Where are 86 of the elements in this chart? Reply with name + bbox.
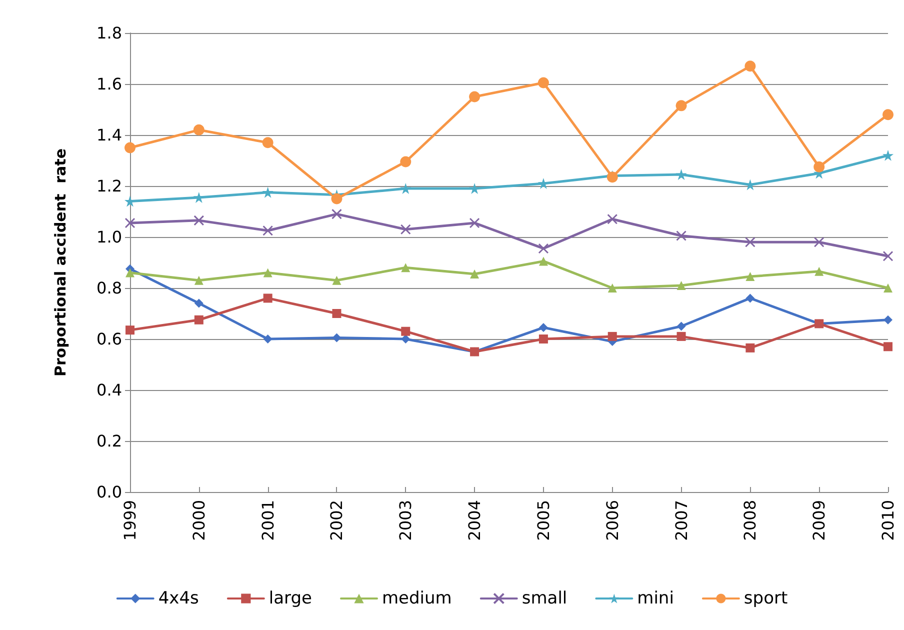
legend-label: large — [268, 588, 312, 608]
point — [676, 332, 686, 341]
y-tick-label: 0.4 — [96, 380, 122, 400]
y-tick-label: 1.2 — [96, 176, 122, 196]
point — [814, 161, 825, 172]
point — [676, 169, 687, 180]
point — [676, 280, 686, 290]
point — [263, 334, 272, 344]
x-tick-label: 2005 — [534, 500, 553, 541]
x-tick-label: 2000 — [189, 500, 208, 541]
point — [538, 243, 549, 254]
legend-label: small — [522, 588, 568, 608]
point — [124, 142, 136, 154]
legend-label: mini — [637, 588, 674, 608]
y-tick-label: 0.0 — [96, 482, 122, 502]
point — [124, 218, 136, 228]
point — [262, 137, 274, 148]
point — [676, 322, 686, 331]
point — [401, 334, 410, 344]
point — [401, 263, 410, 272]
point — [608, 284, 617, 292]
x-tick-label: 2010 — [878, 500, 898, 541]
point — [194, 315, 204, 324]
x-tick-label: 2009 — [810, 500, 829, 541]
point — [607, 214, 618, 224]
point — [262, 186, 274, 198]
point — [194, 215, 204, 226]
y-tick-label: 0.2 — [96, 432, 122, 450]
y-tick-label: 0.8 — [96, 278, 122, 298]
legend-label: sport — [744, 588, 788, 608]
point — [608, 332, 617, 341]
point — [676, 100, 687, 112]
point — [884, 342, 892, 352]
point — [676, 230, 687, 241]
y-tick-label: 0.6 — [96, 330, 122, 348]
point — [884, 315, 892, 324]
point — [263, 268, 272, 278]
point — [331, 208, 342, 220]
point — [331, 193, 342, 204]
point — [126, 268, 134, 278]
point — [744, 60, 756, 72]
point — [263, 294, 272, 303]
x-tick-label: 2006 — [602, 500, 622, 541]
point — [746, 272, 755, 282]
point — [884, 284, 892, 292]
point — [882, 109, 894, 120]
point — [814, 266, 824, 276]
point — [469, 91, 480, 102]
point — [746, 343, 755, 352]
point — [400, 224, 411, 235]
x-tick-label: 2003 — [396, 500, 416, 541]
point — [332, 276, 342, 285]
point — [470, 269, 480, 278]
point — [400, 156, 412, 168]
point — [882, 150, 894, 161]
y-tick-label: 1.0 — [96, 228, 122, 246]
point — [262, 225, 274, 236]
point — [400, 183, 412, 194]
x-tick-label: 2002 — [327, 500, 346, 541]
point — [401, 326, 410, 336]
point — [538, 256, 548, 266]
y-axis-title: Proportional accident rate — [52, 148, 70, 377]
point — [746, 294, 755, 303]
point — [194, 276, 204, 285]
x-tick-label: 2001 — [258, 500, 278, 541]
x-tick-label: 2007 — [672, 500, 691, 541]
y-tick-label: 1.6 — [96, 74, 122, 94]
point — [538, 334, 548, 344]
x-tick-label: 2008 — [740, 500, 760, 541]
point — [194, 298, 204, 308]
point — [538, 323, 548, 332]
point — [332, 333, 342, 342]
point — [744, 236, 756, 248]
point — [193, 124, 204, 136]
point — [126, 326, 134, 335]
y-tick-label: 1.8 — [96, 24, 122, 42]
x-tick-label: 2004 — [465, 500, 484, 541]
point — [538, 77, 549, 88]
y-tick-label: 1.4 — [96, 126, 122, 144]
point — [814, 236, 824, 248]
legend-label: 4x4s — [158, 588, 200, 608]
x-tick-label: 1999 — [120, 500, 140, 541]
point — [882, 250, 894, 262]
point — [332, 309, 342, 318]
legend-label: medium — [382, 588, 452, 608]
point — [469, 218, 480, 228]
